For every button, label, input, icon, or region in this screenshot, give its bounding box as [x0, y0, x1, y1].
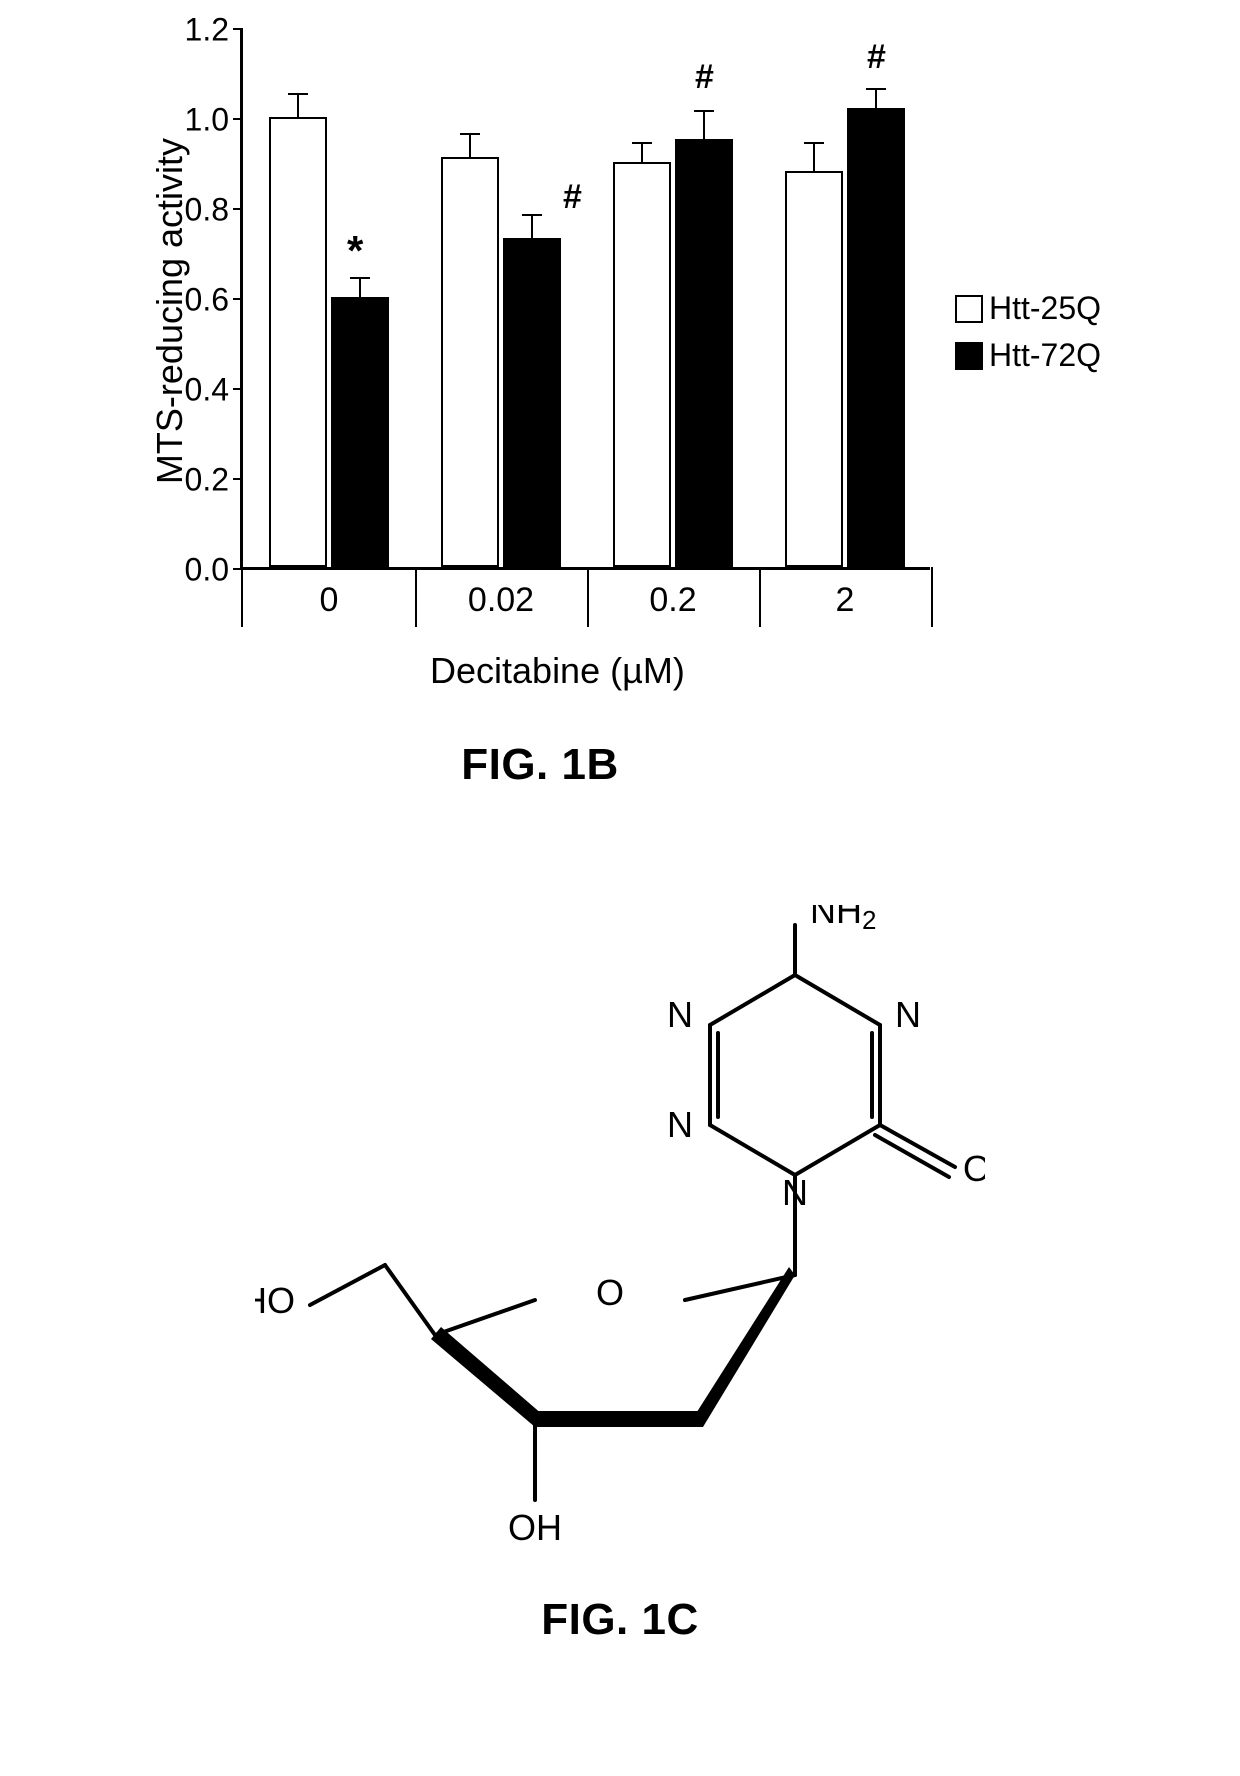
- errorbar: [531, 216, 533, 238]
- bar-chart: MTS-reducing activity 0.0 0.2 0.4 0.6 0.…: [100, 10, 1140, 710]
- legend-item: Htt-25Q: [955, 290, 1101, 327]
- legend: Htt-25Q Htt-72Q: [955, 290, 1101, 384]
- ytick: [233, 208, 243, 210]
- errorcap: [632, 142, 652, 144]
- errorcap: [350, 277, 370, 279]
- ytick: [233, 388, 243, 390]
- errorcap: [288, 93, 308, 95]
- x-axis-label: Decitabine (µM): [430, 650, 685, 692]
- ytick-label: 1.2: [185, 12, 229, 49]
- ytick: [233, 478, 243, 480]
- svg-text:O: O: [963, 1148, 985, 1189]
- errorcap: [866, 88, 886, 90]
- errorbar: [297, 95, 299, 117]
- errorbar: [875, 90, 877, 108]
- ytick-label: 0.2: [185, 462, 229, 499]
- errorcap: [804, 142, 824, 144]
- legend-label: Htt-25Q: [989, 290, 1101, 327]
- significance-marker: *: [347, 227, 363, 275]
- errorbar: [469, 135, 471, 157]
- legend-item: Htt-72Q: [955, 337, 1101, 374]
- bar-htt25q-1: [441, 157, 499, 567]
- xtick-label: 0.2: [649, 581, 696, 620]
- bar-htt25q-3: [785, 171, 843, 567]
- ytick-label: 0.6: [185, 282, 229, 319]
- ytick-label: 0.8: [185, 192, 229, 229]
- ytick-label: 1.0: [185, 102, 229, 139]
- errorbar: [359, 279, 361, 297]
- ytick: [233, 28, 243, 30]
- errorcap: [694, 110, 714, 112]
- legend-swatch-black: [955, 342, 983, 370]
- plot-area: 0.0 0.2 0.4 0.6 0.8 1.0 1.2 *: [240, 30, 930, 570]
- svg-text:NH2: NH2: [810, 905, 876, 935]
- significance-marker: #: [867, 38, 886, 77]
- xtick-label: 0.02: [468, 581, 534, 620]
- figure-1b-caption: FIG. 1B: [100, 740, 980, 790]
- svg-text:N: N: [895, 994, 921, 1035]
- bar-htt72q-2: [675, 139, 733, 567]
- bar-htt25q-2: [613, 162, 671, 567]
- svg-text:HO: HO: [255, 1280, 295, 1321]
- xtick-sep: [415, 567, 417, 627]
- svg-text:OH: OH: [508, 1507, 562, 1548]
- xtick-sep: [759, 567, 761, 627]
- svg-text:N: N: [782, 1172, 808, 1213]
- errorbar: [703, 112, 705, 139]
- errorcap: [522, 214, 542, 216]
- errorcap: [460, 133, 480, 135]
- figure-1b: MTS-reducing activity 0.0 0.2 0.4 0.6 0.…: [100, 10, 1140, 830]
- xtick-label: 0: [320, 581, 339, 620]
- svg-text:O: O: [596, 1272, 624, 1313]
- figure-1c-caption: FIG. 1C: [255, 1595, 985, 1645]
- ytick: [233, 118, 243, 120]
- xtick-sep: [241, 567, 243, 627]
- bar-htt72q-0: [331, 297, 389, 567]
- legend-swatch-white: [955, 295, 983, 323]
- bar-htt72q-3: [847, 108, 905, 567]
- significance-marker: #: [695, 58, 714, 97]
- bar-htt25q-0: [269, 117, 327, 567]
- decitabine-structure: NH2 N N N N O O HO OH: [255, 905, 985, 1585]
- xtick-sep: [931, 567, 933, 627]
- ytick: [233, 298, 243, 300]
- figure-1c: NH2 N N N N O O HO OH FIG. 1C: [255, 905, 985, 1665]
- errorbar: [641, 144, 643, 162]
- errorbar: [813, 144, 815, 171]
- bar-htt72q-1: [503, 238, 561, 567]
- xtick-label: 2: [836, 581, 855, 620]
- ytick-label: 0.4: [185, 372, 229, 409]
- svg-text:N: N: [667, 1104, 693, 1145]
- svg-text:N: N: [667, 994, 693, 1035]
- ytick-label: 0.0: [185, 552, 229, 589]
- significance-marker: #: [563, 178, 582, 217]
- legend-label: Htt-72Q: [989, 337, 1101, 374]
- xtick-sep: [587, 567, 589, 627]
